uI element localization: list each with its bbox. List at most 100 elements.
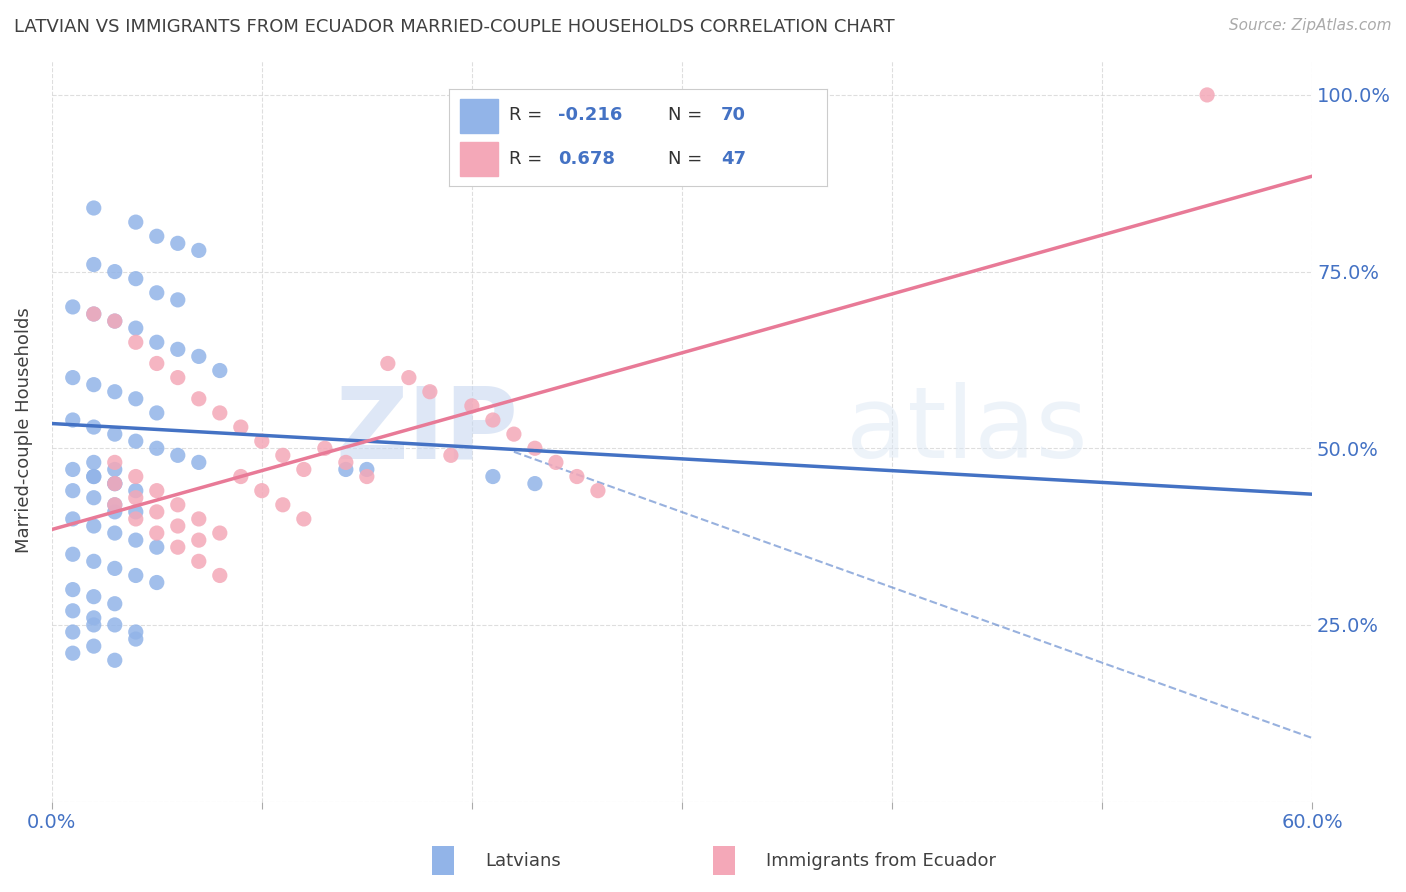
Point <box>208 526 231 541</box>
Point <box>104 498 127 512</box>
Point <box>125 632 148 646</box>
Point <box>125 392 148 406</box>
Point <box>62 300 84 314</box>
Point <box>104 314 127 328</box>
Point <box>83 469 105 483</box>
Point <box>104 427 127 442</box>
Point <box>83 469 105 483</box>
Point <box>125 512 148 526</box>
Point <box>1197 87 1219 102</box>
Point <box>104 264 127 278</box>
Point <box>166 519 188 533</box>
Point <box>104 476 127 491</box>
Point <box>146 442 169 456</box>
Point <box>146 526 169 541</box>
Point <box>62 625 84 640</box>
Point <box>208 363 231 377</box>
Point <box>104 476 127 491</box>
Point <box>314 442 336 456</box>
Point <box>62 547 84 561</box>
Point <box>62 413 84 427</box>
Point <box>482 413 505 427</box>
Point <box>104 498 127 512</box>
Point <box>146 335 169 350</box>
Point <box>335 455 357 469</box>
Point <box>166 498 188 512</box>
Point <box>146 575 169 590</box>
Point <box>83 611 105 625</box>
Point <box>187 244 209 258</box>
Point <box>187 392 209 406</box>
Point <box>187 350 209 364</box>
Point <box>208 568 231 582</box>
Y-axis label: Married-couple Households: Married-couple Households <box>15 308 32 553</box>
Point <box>271 498 294 512</box>
Point <box>398 370 420 384</box>
Point <box>125 469 148 483</box>
Point <box>440 448 463 462</box>
Point <box>523 476 546 491</box>
Point <box>62 646 84 660</box>
Point <box>62 370 84 384</box>
Point <box>146 356 169 370</box>
Point <box>502 427 524 442</box>
Point <box>166 293 188 307</box>
Point <box>146 540 169 554</box>
Point <box>104 653 127 667</box>
Point <box>104 462 127 476</box>
Point <box>146 483 169 498</box>
Point <box>208 406 231 420</box>
Point <box>146 406 169 420</box>
Point <box>62 582 84 597</box>
Point <box>62 512 84 526</box>
Text: atlas: atlas <box>846 382 1087 479</box>
Point <box>419 384 441 399</box>
Point <box>83 201 105 215</box>
Point <box>166 370 188 384</box>
Point <box>125 505 148 519</box>
Point <box>104 505 127 519</box>
Point <box>292 462 315 476</box>
Point <box>523 442 546 456</box>
Point <box>83 307 105 321</box>
Point <box>83 258 105 272</box>
Text: Source: ZipAtlas.com: Source: ZipAtlas.com <box>1229 18 1392 33</box>
Point <box>125 568 148 582</box>
Point <box>104 561 127 575</box>
Text: Immigrants from Ecuador: Immigrants from Ecuador <box>766 852 997 870</box>
Point <box>356 469 378 483</box>
Point <box>125 434 148 449</box>
Point <box>250 434 273 449</box>
Text: Latvians: Latvians <box>485 852 561 870</box>
Point <box>83 491 105 505</box>
Point <box>104 455 127 469</box>
Point <box>104 384 127 399</box>
Point <box>146 229 169 244</box>
Point <box>146 285 169 300</box>
Point <box>83 519 105 533</box>
Point <box>125 271 148 285</box>
Point <box>482 469 505 483</box>
Point <box>125 625 148 640</box>
Point <box>125 215 148 229</box>
Point <box>586 483 609 498</box>
Point <box>544 455 567 469</box>
Point <box>125 483 148 498</box>
Point <box>62 604 84 618</box>
Point <box>83 307 105 321</box>
Point <box>187 554 209 568</box>
Point <box>83 554 105 568</box>
Point <box>166 343 188 357</box>
Point <box>292 512 315 526</box>
Point <box>271 448 294 462</box>
Point <box>125 533 148 548</box>
Point <box>62 462 84 476</box>
Point <box>461 399 484 413</box>
Point <box>187 512 209 526</box>
Point <box>356 462 378 476</box>
Point <box>565 469 588 483</box>
Point <box>83 590 105 604</box>
Point <box>83 455 105 469</box>
Point <box>166 448 188 462</box>
Point <box>125 491 148 505</box>
